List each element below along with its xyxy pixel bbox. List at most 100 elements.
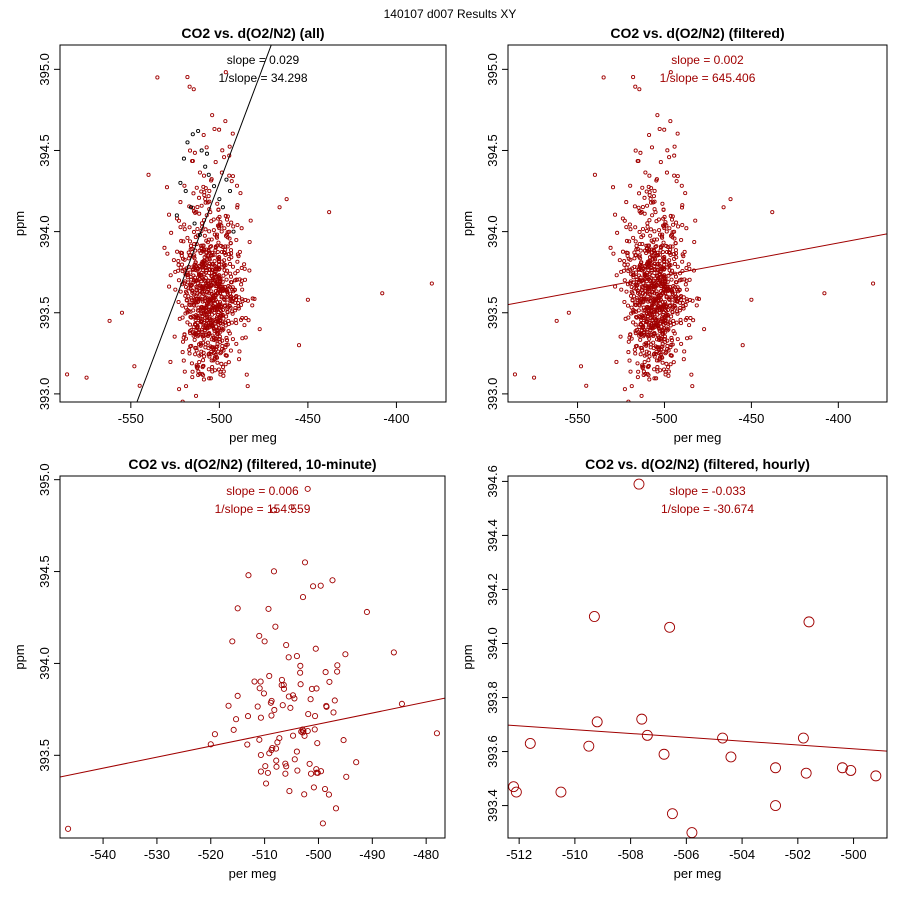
data-point — [657, 232, 663, 237]
data-point — [222, 284, 227, 289]
data-point — [202, 298, 207, 304]
data-point — [663, 372, 668, 377]
data-point — [626, 269, 631, 274]
data-point — [233, 306, 238, 311]
data-point — [205, 289, 210, 294]
data-point — [340, 737, 347, 744]
data-point — [239, 226, 244, 231]
data-point — [636, 713, 648, 725]
data-point — [622, 278, 627, 283]
data-point — [647, 218, 652, 223]
data-point — [208, 376, 213, 381]
data-point — [664, 259, 669, 264]
data-point — [222, 268, 227, 273]
data-point — [199, 329, 204, 334]
fit-annotation: 1/slope = 154.559 — [215, 502, 311, 516]
data-point — [277, 205, 282, 210]
data-point — [669, 289, 675, 294]
data-point — [214, 328, 219, 333]
data-point — [648, 342, 654, 347]
data-point — [215, 360, 220, 365]
data-point — [283, 763, 290, 770]
data-point — [652, 351, 657, 356]
data-point — [166, 212, 172, 217]
data-point — [633, 478, 645, 490]
data-point — [194, 185, 199, 190]
data-point — [631, 270, 636, 275]
data-point — [186, 256, 191, 261]
data-point — [631, 310, 636, 315]
data-point — [230, 131, 235, 136]
data-point — [262, 763, 269, 770]
data-point — [297, 681, 304, 688]
data-point — [652, 229, 657, 234]
data-point — [167, 284, 172, 289]
data-point — [669, 353, 674, 358]
data-point — [217, 334, 222, 339]
data-point — [256, 632, 263, 639]
data-point — [218, 372, 223, 377]
data-point — [187, 322, 193, 327]
data-point — [226, 305, 231, 310]
data-point — [675, 131, 680, 136]
data-point — [146, 172, 151, 177]
data-point — [305, 711, 312, 718]
data-point — [725, 751, 737, 763]
data-point — [210, 365, 215, 370]
data-point — [671, 360, 676, 365]
data-point — [647, 336, 652, 341]
data-point — [334, 668, 341, 675]
data-point — [663, 316, 668, 321]
data-point — [178, 289, 183, 294]
data-point — [284, 197, 289, 202]
data-point — [207, 257, 212, 262]
data-point — [180, 303, 185, 308]
data-point — [307, 696, 314, 703]
data-point — [201, 373, 206, 378]
data-point — [198, 352, 203, 357]
data-point — [220, 307, 226, 313]
data-point — [672, 153, 677, 158]
data-point — [663, 278, 668, 284]
data-point — [266, 750, 273, 757]
data-point — [186, 294, 191, 299]
data-point — [683, 317, 688, 322]
data-point — [222, 155, 227, 160]
data-point — [660, 255, 666, 260]
data-point — [246, 318, 251, 323]
data-point — [182, 257, 187, 262]
data-point — [218, 278, 223, 284]
data-point — [200, 267, 205, 273]
data-point — [663, 291, 668, 296]
data-point — [206, 299, 211, 304]
data-point — [647, 258, 652, 263]
data-point — [229, 179, 234, 184]
data-point — [215, 255, 220, 260]
data-point — [649, 305, 654, 310]
data-point — [188, 270, 193, 275]
data-point — [195, 324, 200, 329]
data-point — [326, 678, 333, 685]
data-point-excluded — [192, 221, 197, 226]
data-point — [231, 224, 236, 229]
data-point — [628, 227, 633, 232]
data-point — [223, 213, 228, 219]
data-point — [664, 170, 670, 175]
data-point — [201, 336, 206, 341]
data-point — [635, 375, 640, 380]
data-point — [656, 358, 661, 363]
data-point — [211, 293, 216, 298]
data-point — [189, 283, 194, 288]
data-point — [656, 293, 661, 298]
data-point — [225, 300, 230, 305]
data-point — [185, 75, 190, 80]
data-point — [310, 583, 317, 590]
data-point — [663, 276, 668, 281]
data-point — [641, 305, 646, 310]
data-point — [197, 283, 202, 288]
data-point — [653, 317, 659, 323]
data-point — [669, 342, 674, 348]
data-point — [245, 572, 252, 579]
y-tick-label: 395.0 — [485, 53, 500, 86]
data-point — [215, 290, 220, 295]
